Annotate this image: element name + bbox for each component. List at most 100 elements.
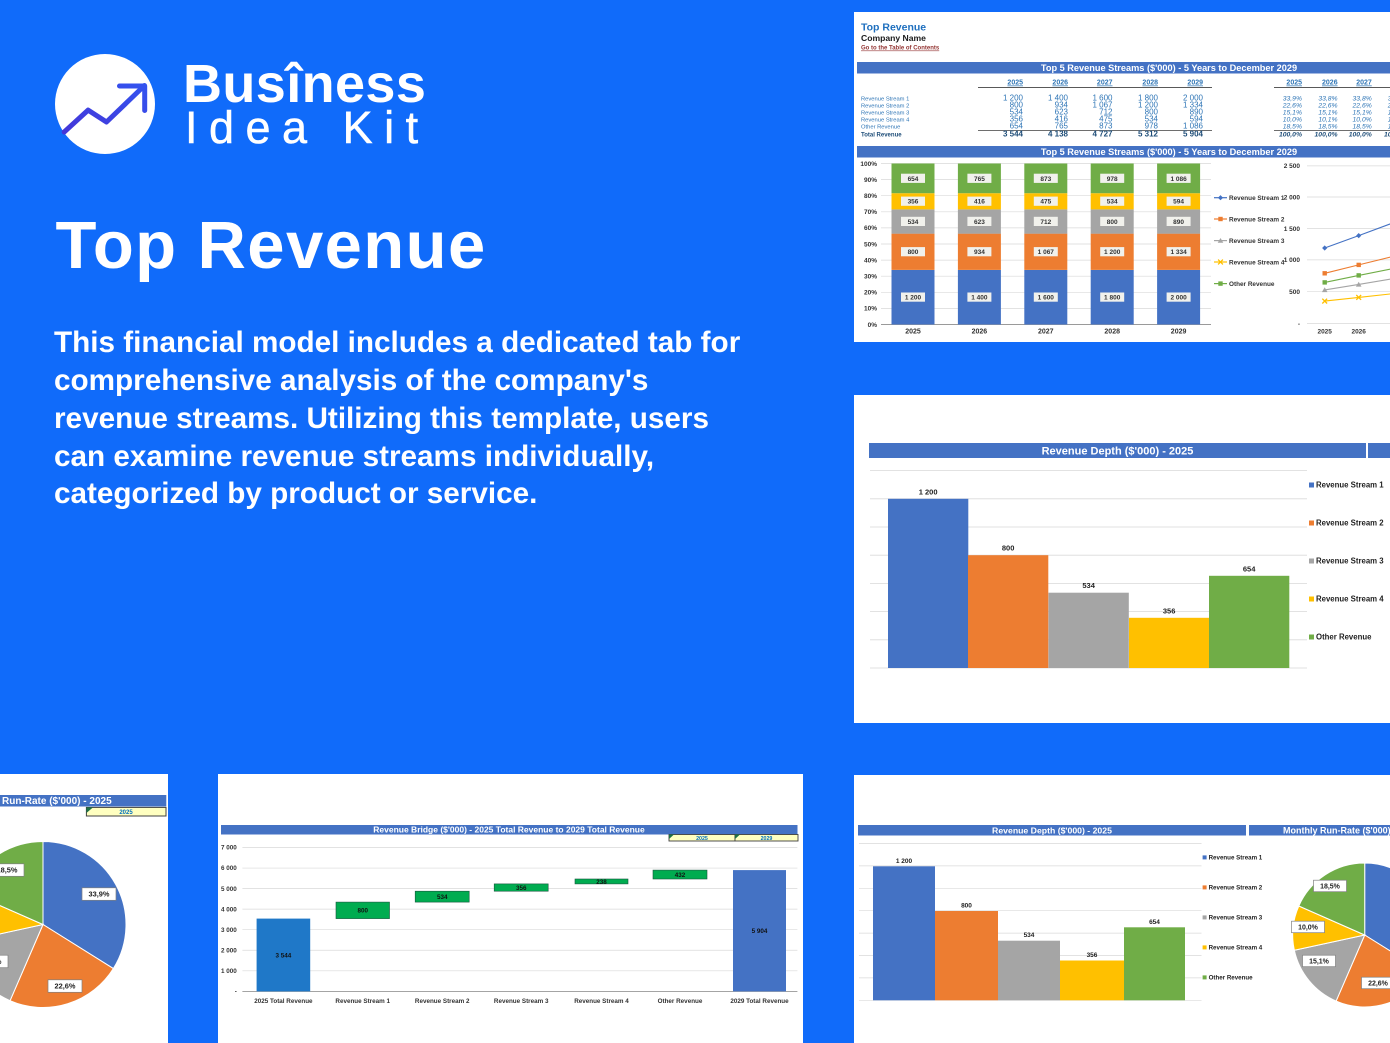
svg-text:33,9%: 33,9% xyxy=(89,890,110,899)
svg-text:60%: 60% xyxy=(864,225,877,232)
svg-text:534: 534 xyxy=(1010,107,1024,116)
svg-text:50%: 50% xyxy=(864,241,877,248)
svg-text:654: 654 xyxy=(1010,121,1024,130)
svg-text:2026: 2026 xyxy=(972,328,988,335)
svg-text:2027: 2027 xyxy=(1038,328,1054,335)
svg-text:890: 890 xyxy=(1190,107,1204,116)
svg-text:80%: 80% xyxy=(864,193,877,200)
svg-text:623: 623 xyxy=(1055,107,1069,116)
svg-text:33,8%: 33,8% xyxy=(1353,95,1372,102)
svg-text:2 000: 2 000 xyxy=(1183,93,1204,102)
svg-text:33,8%: 33,8% xyxy=(1318,95,1337,102)
svg-text:1 200: 1 200 xyxy=(919,487,938,496)
svg-text:10,0%: 10,0% xyxy=(1298,925,1319,932)
svg-text:33,9%: 33,9% xyxy=(1283,95,1302,102)
svg-text:712: 712 xyxy=(1040,219,1051,226)
svg-text:1 086: 1 086 xyxy=(1170,176,1187,183)
svg-text:1 000: 1 000 xyxy=(1284,257,1301,264)
svg-text:654: 654 xyxy=(1243,564,1256,573)
svg-text:Other Revenue: Other Revenue xyxy=(861,124,900,130)
svg-text:2026: 2026 xyxy=(1052,80,1068,87)
svg-text:978: 978 xyxy=(1145,121,1159,130)
svg-text:432: 432 xyxy=(675,872,686,879)
svg-text:1 200: 1 200 xyxy=(896,858,913,865)
svg-text:18,5%: 18,5% xyxy=(0,866,18,875)
svg-text:Revenue Stream 2: Revenue Stream 2 xyxy=(415,998,470,1005)
svg-text:18,5%: 18,5% xyxy=(1283,123,1302,130)
svg-text:475: 475 xyxy=(1040,199,1051,206)
svg-text:873: 873 xyxy=(1099,121,1113,130)
svg-text:978: 978 xyxy=(1107,176,1118,183)
svg-text:90%: 90% xyxy=(864,177,877,184)
svg-text:1 600: 1 600 xyxy=(1038,295,1055,302)
svg-text:100%: 100% xyxy=(860,161,877,168)
svg-text:594: 594 xyxy=(1190,114,1204,123)
svg-text:2025: 2025 xyxy=(696,836,708,842)
svg-text:5 000: 5 000 xyxy=(221,886,237,893)
svg-text:Company Name: Company Name xyxy=(861,33,926,43)
svg-text:18,4%: 18,4% xyxy=(1388,123,1390,130)
svg-text:15,1%: 15,1% xyxy=(0,957,2,966)
svg-text:Revenue Stream 4: Revenue Stream 4 xyxy=(861,117,910,123)
svg-text:1 200: 1 200 xyxy=(1138,100,1159,109)
svg-text:5 904: 5 904 xyxy=(1183,130,1204,139)
svg-text:475: 475 xyxy=(1099,114,1113,123)
svg-text:15,1%: 15,1% xyxy=(1318,109,1337,116)
svg-text:654: 654 xyxy=(908,176,919,183)
svg-text:100,0%: 100,0% xyxy=(1279,132,1302,139)
svg-text:800: 800 xyxy=(961,903,972,910)
svg-text:534: 534 xyxy=(1145,114,1159,123)
svg-text:22,6%: 22,6% xyxy=(1387,102,1390,109)
svg-text:1 334: 1 334 xyxy=(1170,249,1187,256)
svg-text:30%: 30% xyxy=(864,274,877,281)
svg-text:22,6%: 22,6% xyxy=(1282,102,1302,109)
svg-text:800: 800 xyxy=(1107,219,1118,226)
svg-text:10,1%: 10,1% xyxy=(1388,116,1390,123)
svg-text:1 067: 1 067 xyxy=(1038,249,1055,256)
svg-text:5 904: 5 904 xyxy=(752,928,768,935)
svg-text:Revenue Stream 3: Revenue Stream 3 xyxy=(1316,557,1384,566)
svg-text:356: 356 xyxy=(1087,952,1098,959)
svg-text:800: 800 xyxy=(357,908,368,915)
svg-text:534: 534 xyxy=(437,894,448,901)
svg-text:594: 594 xyxy=(1173,199,1184,206)
svg-text:712: 712 xyxy=(1099,107,1113,116)
svg-text:5 312: 5 312 xyxy=(1138,130,1159,139)
svg-text:Revenue Stream 1: Revenue Stream 1 xyxy=(1229,195,1285,202)
svg-text:Revenue Bridge ($'000) - 2025: Revenue Bridge ($'000) - 2025 Total Reve… xyxy=(373,825,645,835)
svg-text:356: 356 xyxy=(1163,606,1176,615)
svg-text:2025: 2025 xyxy=(1007,80,1023,87)
svg-text:934: 934 xyxy=(974,249,985,256)
svg-text:Revenue Stream 4: Revenue Stream 4 xyxy=(1316,595,1384,604)
svg-text:Revenue Stream 2: Revenue Stream 2 xyxy=(1316,519,1384,528)
svg-text:Revenue Depth ($'000) - 2025: Revenue Depth ($'000) - 2025 xyxy=(1042,446,1194,458)
svg-text:1 067: 1 067 xyxy=(1092,100,1113,109)
svg-text:33,9%: 33,9% xyxy=(1388,95,1390,102)
svg-text:Revenue Stream 2: Revenue Stream 2 xyxy=(1229,216,1285,223)
svg-text:2 000: 2 000 xyxy=(1170,295,1187,302)
svg-text:-: - xyxy=(1298,321,1300,328)
svg-text:800: 800 xyxy=(1010,100,1024,109)
svg-text:1 400: 1 400 xyxy=(971,295,988,302)
svg-text:22,6%: 22,6% xyxy=(1368,981,1389,988)
svg-text:800: 800 xyxy=(1145,107,1159,116)
svg-text:1 500: 1 500 xyxy=(1284,226,1301,233)
svg-text:Revenue Stream 4: Revenue Stream 4 xyxy=(1209,945,1263,952)
svg-text:2028: 2028 xyxy=(1104,328,1120,335)
svg-text:890: 890 xyxy=(1173,219,1184,226)
svg-text:1 200: 1 200 xyxy=(1003,93,1024,102)
svg-text:2028: 2028 xyxy=(1142,80,1158,87)
svg-text:654: 654 xyxy=(1149,919,1160,926)
svg-text:2 000: 2 000 xyxy=(221,947,237,954)
svg-text:356: 356 xyxy=(516,885,527,892)
svg-text:534: 534 xyxy=(1082,581,1095,590)
svg-text:Other Revenue: Other Revenue xyxy=(1229,281,1275,288)
svg-text:4 138: 4 138 xyxy=(1048,130,1069,139)
svg-text:20%: 20% xyxy=(864,290,877,297)
svg-text:356: 356 xyxy=(1010,114,1024,123)
svg-text:Go to the Table of Contents: Go to the Table of Contents xyxy=(861,46,940,52)
svg-text:Revenue Stream 1: Revenue Stream 1 xyxy=(861,96,909,102)
svg-text:22,6%: 22,6% xyxy=(55,982,76,991)
svg-text:0%: 0% xyxy=(868,322,878,329)
svg-text:Revenue Stream 1: Revenue Stream 1 xyxy=(1316,481,1384,490)
